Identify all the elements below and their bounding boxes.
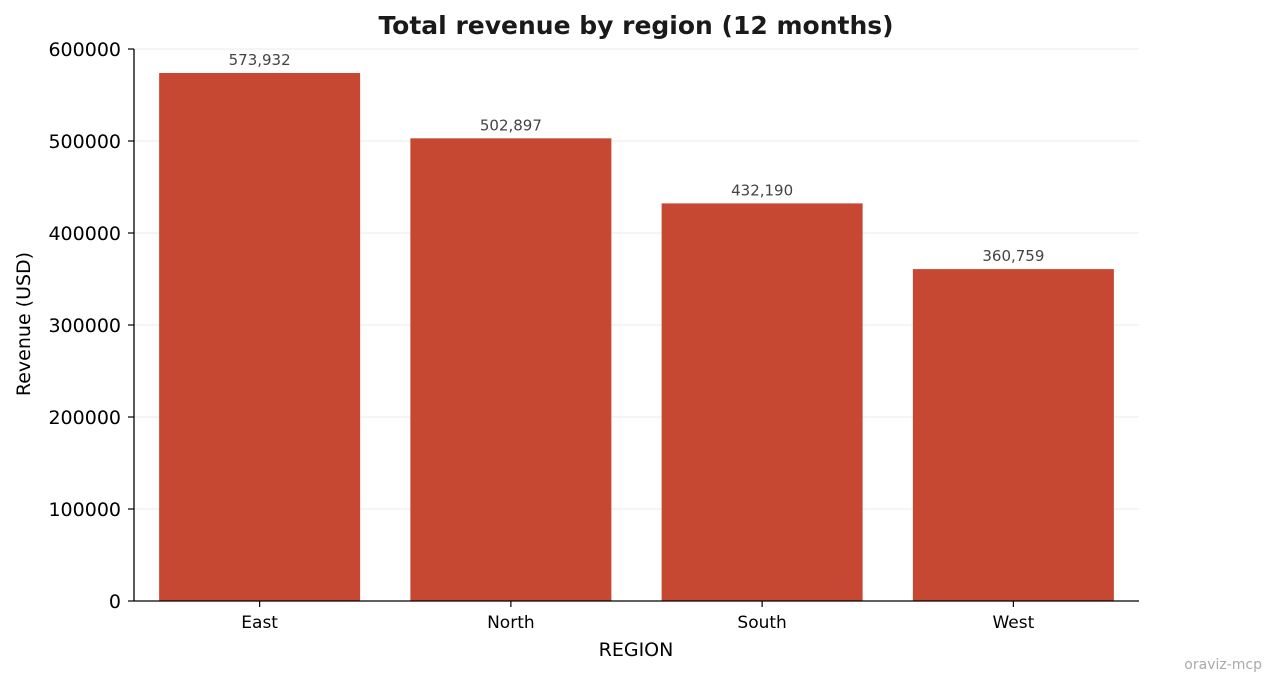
x-ticks: East North South West xyxy=(241,601,1035,633)
x-tick-label: West xyxy=(992,613,1034,633)
data-label: 573,932 xyxy=(229,51,291,69)
data-label: 360,759 xyxy=(982,247,1044,265)
y-tick-label: 0 xyxy=(109,591,121,613)
x-tick-label: South xyxy=(737,613,786,633)
chart-title: Total revenue by region (12 months) xyxy=(378,11,893,40)
y-tick-label: 500000 xyxy=(48,131,121,153)
bar-south xyxy=(661,203,863,601)
bar-west xyxy=(912,269,1114,601)
data-labels: 573,932 502,897 432,190 360,759 xyxy=(229,51,1045,265)
y-axis-label: Revenue (USD) xyxy=(13,252,35,396)
bar-north xyxy=(410,138,612,601)
y-tick-label: 400000 xyxy=(48,223,121,245)
y-tick-label: 300000 xyxy=(48,315,121,337)
bar-east xyxy=(159,72,361,602)
y-tick-label: 600000 xyxy=(48,39,121,61)
x-tick-label: East xyxy=(241,613,278,633)
x-axis-label: REGION xyxy=(599,639,674,661)
y-tick-label: 200000 xyxy=(48,407,121,429)
data-label: 432,190 xyxy=(731,181,793,199)
y-ticks: 0 100000 200000 300000 400000 500000 600000 xyxy=(48,39,134,613)
data-label: 502,897 xyxy=(480,116,542,134)
bars xyxy=(159,72,1114,602)
watermark: oraviz-mcp xyxy=(1184,657,1262,673)
y-tick-label: 100000 xyxy=(48,499,121,521)
x-tick-label: North xyxy=(487,613,535,633)
